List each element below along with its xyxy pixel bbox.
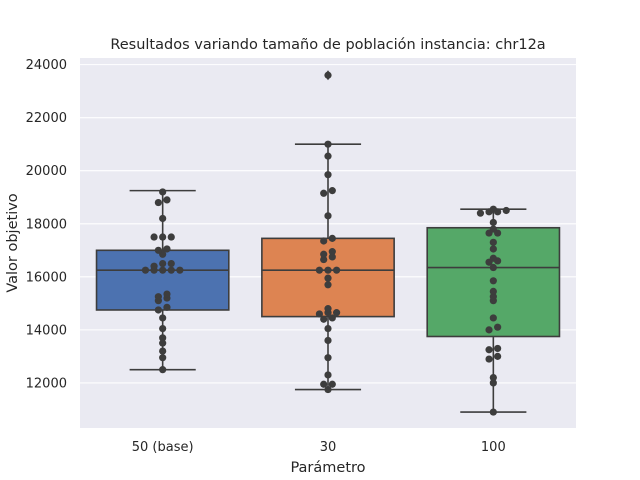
data-point bbox=[320, 315, 328, 323]
y-tick-label: 20000 bbox=[26, 164, 67, 179]
data-point bbox=[502, 206, 510, 215]
data-point bbox=[315, 266, 323, 274]
y-tick-label: 24000 bbox=[26, 58, 67, 73]
data-point bbox=[489, 314, 497, 322]
data-point bbox=[159, 354, 167, 362]
data-point bbox=[328, 234, 336, 242]
y-tick-label: 16000 bbox=[26, 270, 67, 285]
data-point bbox=[494, 352, 502, 360]
data-point bbox=[324, 385, 332, 394]
data-point bbox=[167, 233, 175, 241]
data-point bbox=[320, 255, 328, 264]
data-point bbox=[324, 274, 332, 282]
y-tick-label: 18000 bbox=[26, 217, 67, 232]
data-point bbox=[150, 262, 158, 270]
data-point bbox=[324, 281, 332, 289]
data-point bbox=[489, 287, 497, 296]
data-point bbox=[167, 266, 175, 274]
x-tick-labels: 50 (base) 30 100 bbox=[132, 440, 506, 455]
data-point bbox=[489, 245, 497, 253]
data-point bbox=[159, 347, 167, 355]
data-point bbox=[489, 277, 497, 285]
data-point bbox=[315, 310, 323, 318]
y-tick-label: 12000 bbox=[26, 376, 67, 391]
data-point bbox=[159, 266, 167, 274]
data-point bbox=[324, 212, 332, 220]
data-point bbox=[489, 225, 497, 233]
data-point bbox=[320, 237, 328, 245]
chart-title: Resultados variando tamaño de población … bbox=[110, 37, 545, 53]
data-point bbox=[324, 171, 332, 179]
x-tick-label: 100 bbox=[481, 440, 506, 455]
y-tick-labels: 12000 14000 16000 18000 20000 22000 24000 bbox=[26, 58, 67, 391]
data-points bbox=[141, 71, 510, 416]
data-point bbox=[141, 266, 150, 274]
data-point bbox=[489, 218, 497, 227]
data-point bbox=[320, 380, 328, 388]
data-point bbox=[159, 314, 167, 322]
data-point bbox=[489, 408, 497, 416]
data-point bbox=[320, 250, 328, 258]
data-point bbox=[324, 324, 332, 333]
data-point bbox=[324, 71, 332, 79]
y-tick-label: 14000 bbox=[26, 323, 67, 338]
data-point bbox=[163, 290, 171, 298]
x-axis-label: Parámetro bbox=[290, 460, 365, 476]
data-point bbox=[154, 293, 162, 301]
box bbox=[95, 249, 230, 311]
data-point bbox=[489, 263, 497, 272]
data-point bbox=[163, 196, 171, 204]
data-point bbox=[489, 374, 497, 382]
data-point bbox=[489, 379, 497, 387]
data-point bbox=[159, 334, 167, 342]
data-point bbox=[163, 303, 171, 311]
data-point bbox=[333, 309, 341, 317]
data-point bbox=[154, 306, 162, 314]
x-tick-label: 30 bbox=[320, 440, 337, 455]
data-point bbox=[176, 266, 184, 274]
data-point bbox=[159, 214, 167, 223]
data-point bbox=[159, 188, 167, 196]
data-point bbox=[159, 233, 167, 241]
data-point bbox=[163, 245, 171, 253]
data-point bbox=[154, 246, 162, 254]
data-point bbox=[159, 339, 167, 347]
data-point bbox=[489, 205, 497, 213]
data-point bbox=[476, 209, 485, 217]
data-point bbox=[324, 305, 332, 313]
data-point bbox=[324, 140, 332, 148]
data-point bbox=[494, 344, 502, 353]
data-point bbox=[328, 187, 336, 195]
data-point bbox=[489, 254, 497, 262]
data-point bbox=[489, 238, 497, 246]
data-point bbox=[159, 259, 167, 268]
data-point bbox=[324, 152, 332, 160]
data-point bbox=[494, 323, 502, 331]
data-point bbox=[328, 248, 336, 256]
y-tick-label: 22000 bbox=[26, 111, 67, 126]
data-point bbox=[159, 324, 167, 333]
data-point bbox=[159, 366, 167, 374]
data-point bbox=[167, 259, 175, 268]
data-point bbox=[320, 189, 328, 197]
data-point bbox=[485, 355, 493, 363]
y-axis-label: Valor objetivo bbox=[5, 193, 21, 292]
data-point bbox=[154, 198, 162, 207]
data-point bbox=[324, 266, 332, 274]
data-point bbox=[328, 314, 336, 322]
data-point bbox=[485, 346, 493, 354]
data-point bbox=[328, 253, 336, 261]
data-point bbox=[489, 293, 497, 301]
data-point bbox=[324, 336, 332, 345]
data-point bbox=[324, 371, 332, 379]
data-point bbox=[485, 326, 493, 334]
data-point bbox=[333, 266, 341, 274]
data-point bbox=[324, 354, 332, 362]
data-point bbox=[328, 380, 336, 388]
x-tick-label: 50 (base) bbox=[132, 440, 194, 455]
data-point bbox=[150, 233, 158, 241]
